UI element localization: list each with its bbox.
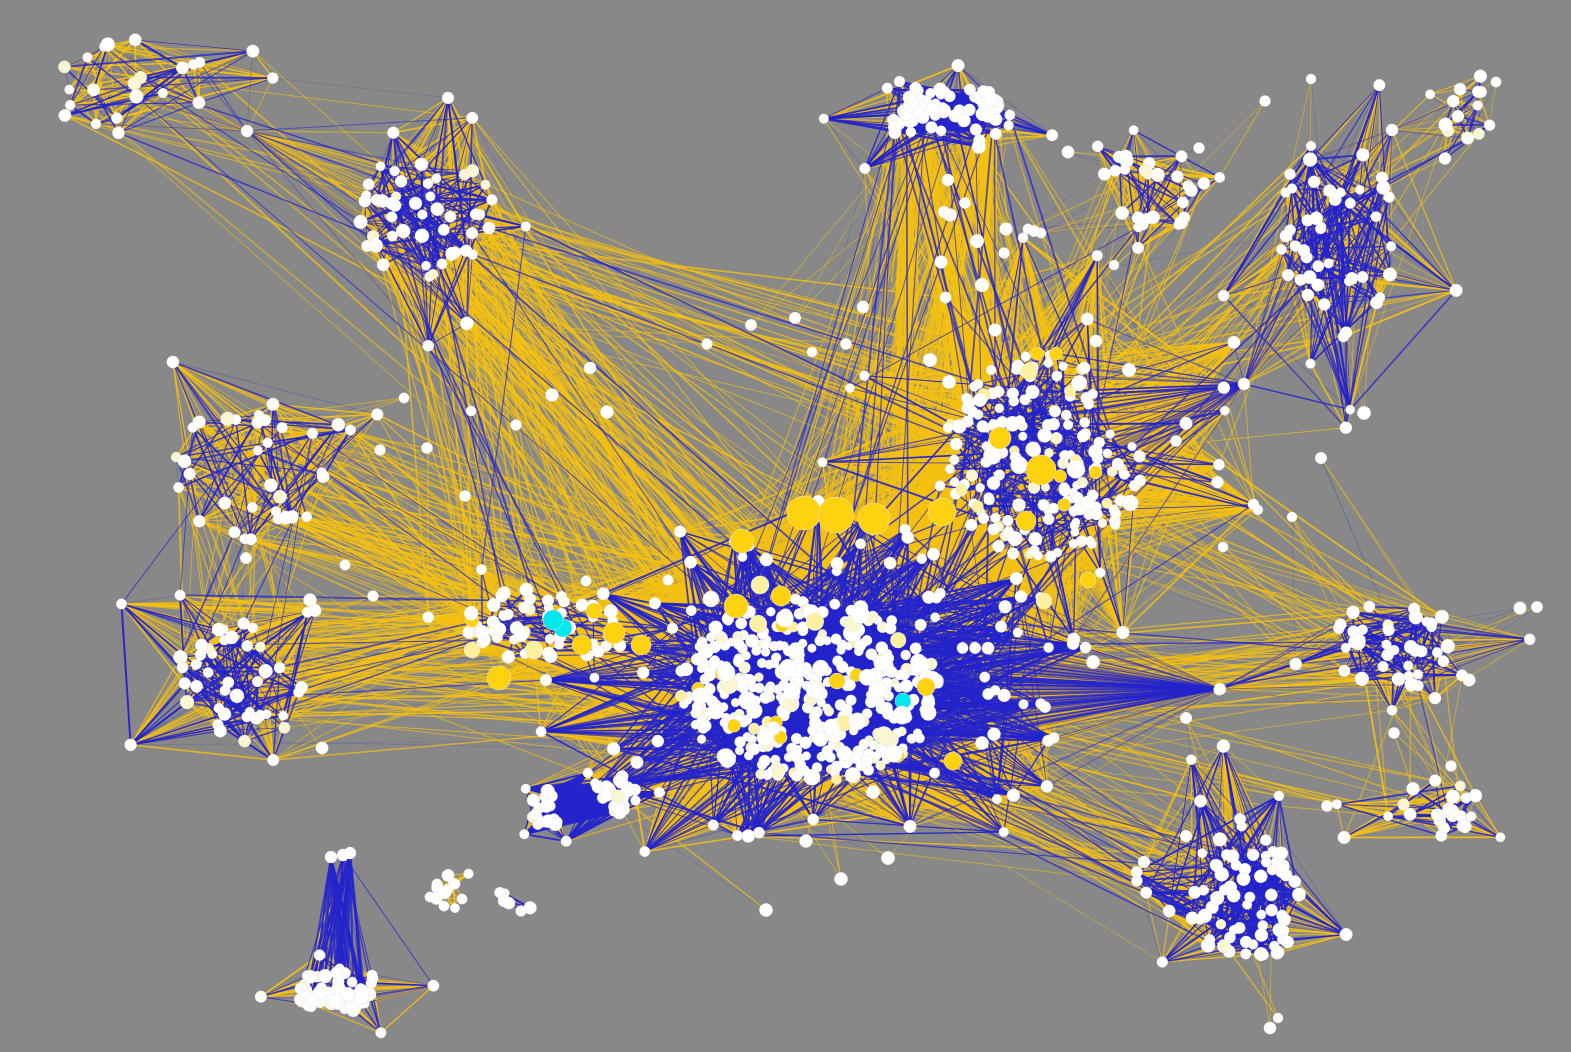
network-graph-canvas[interactable] xyxy=(0,0,1571,1052)
network-graph-svg xyxy=(58,33,1543,1039)
